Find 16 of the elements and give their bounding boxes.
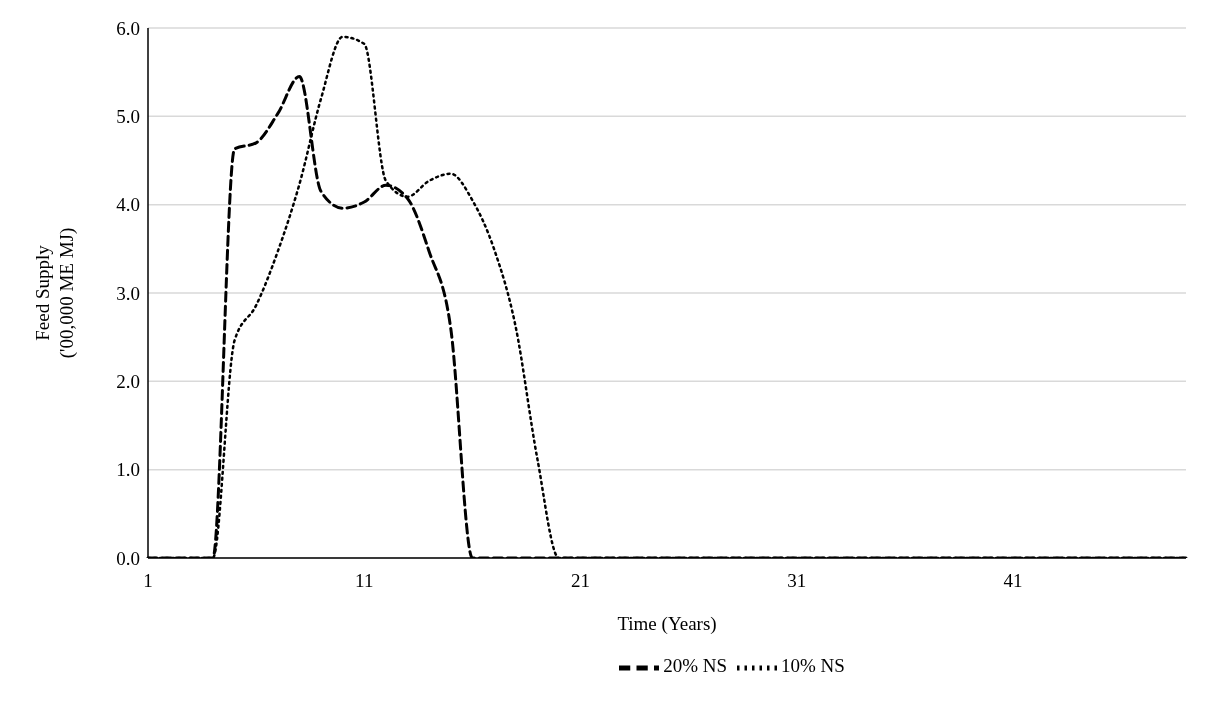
y-tick-label: 4.0 — [116, 194, 140, 216]
x-axis-title: Time (Years) — [617, 613, 717, 635]
y-tick-label: 6.0 — [116, 17, 140, 39]
legend-label: 10% NS — [781, 655, 845, 677]
x-tick-label: 11 — [355, 570, 374, 592]
legend-label: 20% NS — [663, 655, 727, 677]
x-tick-label: 21 — [571, 570, 590, 592]
y-tick-label: 3.0 — [116, 282, 140, 304]
y-axis-title: Feed Supply ('00,000 ME MJ) — [32, 227, 78, 359]
x-tick-label: 1 — [143, 570, 153, 592]
x-tick-label: 31 — [787, 570, 807, 592]
y-tick-label: 5.0 — [116, 106, 140, 128]
y-tick-label: 0.0 — [116, 547, 140, 569]
y-tick-label: 1.0 — [116, 459, 140, 481]
y-tick-label: 2.0 — [116, 371, 140, 393]
x-tick-label: 41 — [1003, 570, 1023, 592]
